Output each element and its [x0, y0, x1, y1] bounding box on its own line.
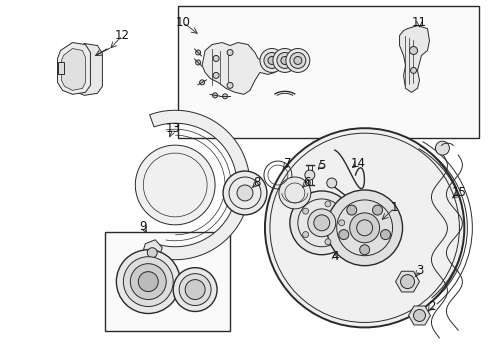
Bar	[178, 6, 478, 138]
Text: 14: 14	[349, 157, 365, 170]
Polygon shape	[399, 26, 428, 92]
Polygon shape	[61, 49, 85, 90]
Circle shape	[285, 49, 309, 72]
Text: 10: 10	[175, 16, 190, 29]
Text: 1: 1	[390, 201, 398, 215]
Circle shape	[278, 177, 310, 209]
Circle shape	[400, 275, 414, 289]
Circle shape	[213, 72, 219, 78]
Text: 12: 12	[115, 29, 130, 42]
Circle shape	[413, 310, 425, 321]
Circle shape	[272, 49, 296, 72]
Circle shape	[359, 245, 369, 255]
Circle shape	[280, 57, 288, 64]
Circle shape	[222, 94, 227, 99]
Circle shape	[326, 178, 336, 188]
Polygon shape	[202, 42, 277, 94]
Text: 4: 4	[330, 250, 338, 263]
Circle shape	[302, 231, 308, 238]
Circle shape	[264, 128, 464, 328]
Bar	[58, 62, 63, 75]
Text: 15: 15	[451, 186, 466, 199]
Circle shape	[346, 205, 356, 215]
Polygon shape	[142, 240, 162, 265]
Text: 3: 3	[415, 264, 422, 277]
Circle shape	[380, 230, 390, 239]
Circle shape	[293, 57, 301, 64]
Circle shape	[307, 209, 335, 237]
Circle shape	[302, 208, 308, 214]
Polygon shape	[149, 110, 249, 260]
Circle shape	[408, 46, 417, 54]
Circle shape	[123, 257, 173, 306]
Circle shape	[138, 272, 158, 292]
Bar	[105, 232, 229, 332]
Circle shape	[338, 230, 348, 239]
Circle shape	[223, 171, 266, 215]
Text: 7: 7	[284, 157, 291, 170]
Polygon shape	[395, 271, 419, 292]
Text: 5: 5	[317, 158, 325, 172]
Circle shape	[226, 50, 233, 55]
Text: 11: 11	[411, 16, 426, 29]
Circle shape	[147, 248, 157, 258]
Circle shape	[289, 53, 305, 68]
Polygon shape	[70, 44, 102, 95]
Circle shape	[325, 201, 330, 207]
Text: 2: 2	[427, 300, 434, 313]
Text: 9: 9	[139, 220, 147, 233]
Polygon shape	[407, 306, 429, 325]
Circle shape	[116, 250, 180, 314]
Text: 6: 6	[303, 176, 310, 189]
Circle shape	[372, 205, 382, 215]
Circle shape	[289, 191, 353, 255]
Circle shape	[199, 80, 204, 85]
Circle shape	[213, 55, 219, 62]
Circle shape	[179, 274, 211, 306]
Circle shape	[237, 185, 252, 201]
Text: 8: 8	[253, 176, 260, 189]
Circle shape	[260, 49, 284, 72]
Circle shape	[313, 215, 329, 231]
Circle shape	[195, 60, 200, 65]
Circle shape	[410, 67, 416, 73]
Circle shape	[304, 170, 314, 180]
Circle shape	[267, 57, 275, 64]
Circle shape	[338, 220, 344, 226]
Circle shape	[212, 93, 217, 98]
Circle shape	[130, 264, 166, 300]
Circle shape	[185, 280, 204, 300]
Circle shape	[349, 213, 379, 243]
Circle shape	[435, 141, 448, 155]
Circle shape	[264, 53, 279, 68]
Circle shape	[325, 239, 330, 245]
Text: 13: 13	[165, 122, 180, 135]
Circle shape	[276, 53, 292, 68]
Circle shape	[173, 268, 217, 311]
Circle shape	[135, 145, 215, 225]
Polygon shape	[58, 42, 90, 94]
Circle shape	[326, 190, 402, 266]
Circle shape	[195, 50, 200, 55]
Circle shape	[226, 82, 233, 88]
